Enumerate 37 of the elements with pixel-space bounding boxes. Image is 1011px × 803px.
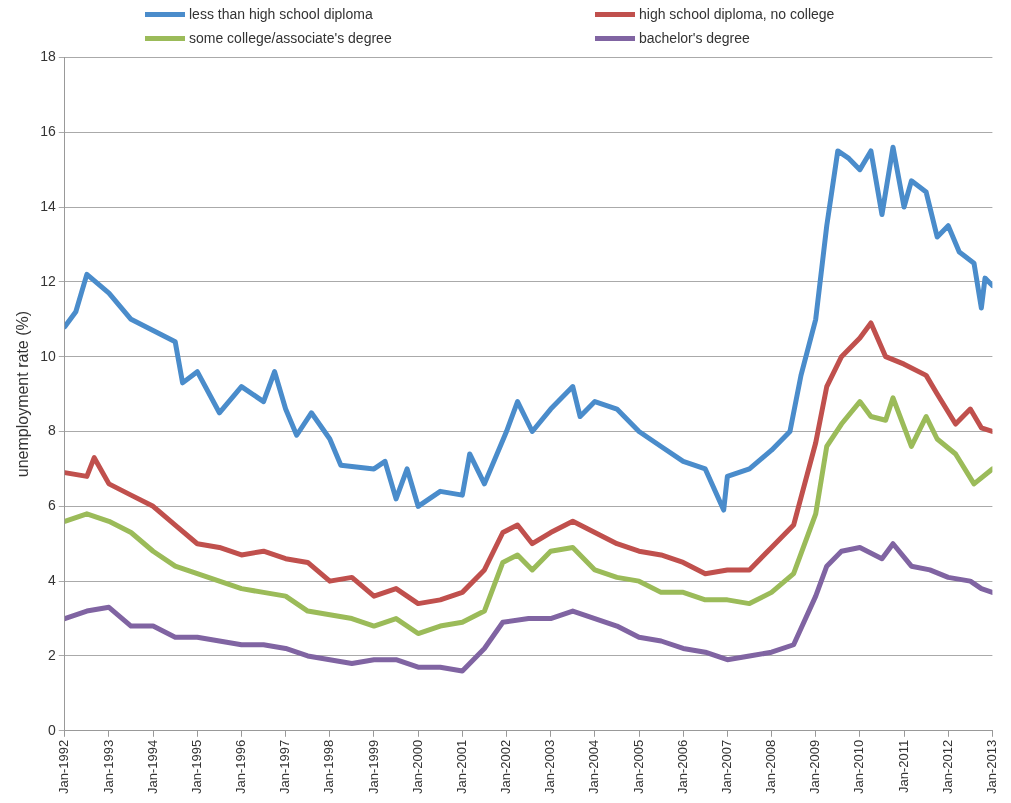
- legend-label: less than high school diploma: [189, 6, 373, 22]
- x-tick-label: Jan-2008: [763, 739, 779, 795]
- x-tick-label: Jan-2005: [630, 739, 646, 795]
- x-tick-label: Jan-2003: [542, 739, 558, 795]
- x-tick-label: Jan-1992: [56, 739, 72, 795]
- y-tick-label: 16: [40, 123, 56, 140]
- x-tick-label: Jan-2006: [674, 739, 690, 795]
- y-tick-label: 8: [47, 422, 56, 439]
- x-tick-label: Jan-1999: [365, 739, 381, 795]
- y-tick-label: 0: [47, 721, 56, 738]
- x-tick-label: Jan-2009: [807, 739, 823, 795]
- legend-label: high school diploma, no college: [639, 6, 835, 22]
- y-tick-label: 14: [40, 197, 56, 214]
- x-tick-label: Jan-2001: [453, 739, 469, 795]
- x-tick-label: Jan-1995: [188, 739, 204, 795]
- x-tick-label: Jan-1993: [100, 739, 116, 795]
- y-tick-label: 6: [47, 497, 56, 514]
- x-tick-label: Jan-2013: [983, 739, 999, 795]
- x-tick-label: Jan-1996: [233, 739, 249, 795]
- x-tick-label: Jan-2012: [939, 739, 955, 795]
- x-tick-label: Jan-2007: [718, 739, 734, 795]
- x-tick-label: Jan-1994: [144, 739, 160, 795]
- x-tick-label: Jan-2004: [586, 739, 602, 795]
- x-tick-label: Jan-2000: [409, 739, 425, 795]
- legend-label: bachelor's degree: [639, 30, 750, 46]
- x-tick-label: Jan-1997: [277, 739, 293, 795]
- y-tick-label: 12: [40, 272, 56, 289]
- x-tick-label: Jan-2011: [895, 739, 911, 794]
- y-tick-label: 10: [40, 347, 56, 364]
- x-tick-label: Jan-2010: [851, 739, 867, 795]
- y-tick-label: 18: [40, 48, 56, 65]
- x-tick-label: Jan-2002: [498, 739, 514, 795]
- x-tick-label: Jan-1998: [321, 739, 337, 795]
- y-axis-title: unemployment rate (%): [14, 310, 32, 478]
- y-tick-label: 4: [47, 572, 56, 589]
- legend-label: some college/associate's degree: [189, 30, 392, 46]
- y-tick-label: 2: [47, 646, 56, 663]
